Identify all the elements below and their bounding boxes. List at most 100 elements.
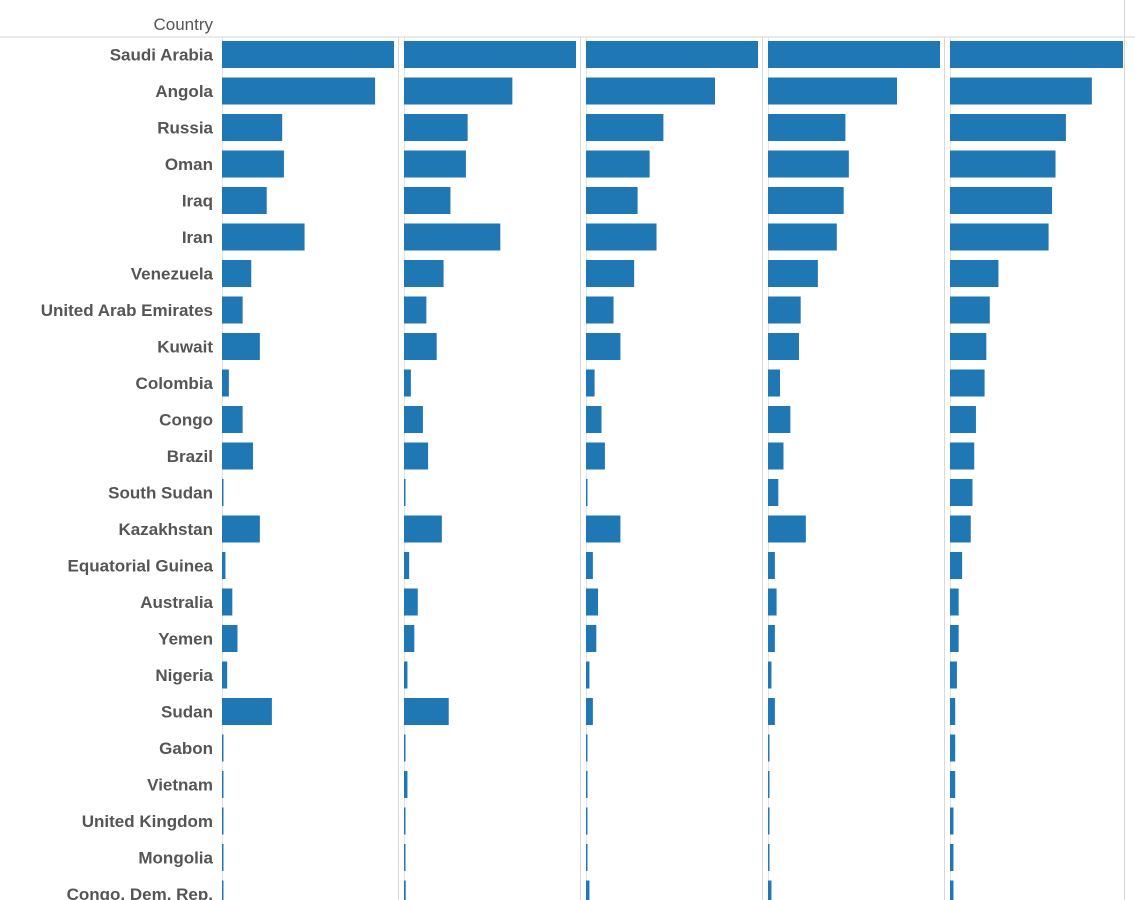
bar — [586, 296, 614, 324]
bar — [222, 260, 252, 287]
bar — [768, 771, 770, 798]
bar — [404, 41, 576, 68]
country-label: Venezuela — [131, 265, 214, 284]
row-header-label: Country — [153, 15, 213, 34]
bar — [404, 223, 501, 251]
bar — [586, 588, 599, 616]
bar — [586, 223, 657, 251]
bar — [404, 552, 410, 579]
bar — [586, 77, 715, 105]
bar — [586, 187, 638, 214]
bar — [586, 442, 605, 470]
bar — [404, 260, 444, 287]
bar — [768, 260, 818, 287]
bar — [768, 223, 837, 251]
country-label: Yemen — [158, 630, 213, 649]
country-label: Nigeria — [155, 666, 213, 685]
bar — [768, 625, 775, 652]
bar — [586, 661, 590, 689]
bar — [950, 625, 959, 652]
bar — [950, 77, 1092, 105]
bar — [950, 734, 956, 762]
bar — [950, 552, 963, 579]
bar — [404, 661, 408, 689]
bar — [404, 880, 406, 900]
bar — [768, 844, 770, 871]
bar — [404, 187, 451, 214]
bar — [768, 698, 775, 725]
country-label: Mongolia — [138, 849, 213, 868]
bar — [950, 333, 987, 360]
bar — [950, 41, 1123, 68]
bars — [222, 41, 1123, 900]
country-label: Iran — [182, 228, 213, 247]
country-label: Saudi Arabia — [110, 46, 214, 65]
bar — [768, 552, 775, 579]
bar — [768, 369, 781, 397]
country-label: Brazil — [167, 447, 213, 466]
bar — [768, 333, 799, 360]
country-label: Congo, Dem. Rep. — [67, 885, 213, 900]
bar — [950, 661, 957, 689]
bar — [768, 114, 846, 141]
bar — [950, 150, 1056, 178]
bar — [404, 369, 411, 397]
bar — [586, 698, 593, 725]
bar — [222, 369, 229, 397]
bar — [222, 844, 224, 871]
bar — [222, 77, 376, 105]
country-label: South Sudan — [108, 484, 213, 503]
bar — [768, 479, 779, 506]
bar — [768, 406, 791, 433]
bar — [586, 479, 588, 506]
bar — [768, 77, 897, 105]
bar — [586, 625, 597, 652]
country-label: Angola — [155, 82, 213, 101]
bar — [768, 442, 784, 470]
bar — [586, 406, 602, 433]
bar — [404, 515, 442, 543]
country-label: United Kingdom — [82, 812, 213, 831]
country-labels: Saudi Arabia Angola Russia Oman Iraq Iran Vene… — [41, 46, 214, 900]
bar — [222, 625, 238, 652]
bar — [404, 588, 418, 616]
bar — [950, 369, 985, 397]
bar — [586, 260, 635, 287]
country-label: Kazakhstan — [119, 520, 213, 539]
bar — [586, 150, 650, 178]
bar — [950, 588, 959, 616]
bar — [404, 77, 513, 105]
bar — [404, 296, 427, 324]
bar — [950, 114, 1066, 141]
bar — [950, 515, 971, 543]
bar — [222, 661, 228, 689]
bar — [586, 880, 590, 900]
country-label: Oman — [165, 155, 213, 174]
bar — [950, 442, 975, 470]
bar — [768, 150, 849, 178]
country-label: Gabon — [159, 739, 213, 758]
bar — [950, 844, 954, 871]
bar — [404, 406, 423, 433]
bar — [222, 588, 233, 616]
bar — [586, 844, 588, 871]
bar — [768, 41, 940, 68]
bar — [768, 187, 844, 214]
bar — [222, 223, 305, 251]
bar — [586, 114, 664, 141]
bar — [222, 296, 243, 324]
bar — [222, 771, 224, 798]
country-label: Colombia — [136, 374, 214, 393]
bar — [404, 479, 406, 506]
bar — [222, 150, 284, 178]
bar — [768, 807, 770, 835]
bar — [404, 844, 406, 871]
bar — [404, 333, 437, 360]
bar — [222, 406, 243, 433]
country-label: Sudan — [161, 703, 213, 722]
bar — [768, 880, 772, 900]
country-label: Vietnam — [147, 776, 213, 795]
bar — [404, 698, 449, 725]
bar — [404, 734, 406, 762]
